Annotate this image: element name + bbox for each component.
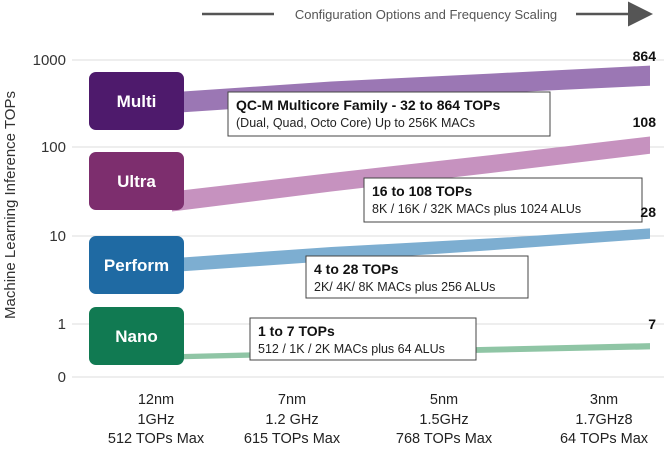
top-label: Configuration Options and Frequency Scal… xyxy=(295,7,557,22)
annotation-box-nano xyxy=(249,317,477,361)
end-value-label: 7 xyxy=(648,316,656,332)
annotation-heading: QC-M Multicore Family - 32 to 864 TOPs xyxy=(236,97,500,113)
series-button-multi xyxy=(89,72,184,130)
x-category-label: 1.7GHz8 xyxy=(575,412,632,428)
annotation-heading: 16 to 108 TOPs xyxy=(372,183,472,199)
series-button-perform xyxy=(89,236,184,294)
x-category-label: 1.2 GHz xyxy=(265,412,318,428)
y-tick-label: 100 xyxy=(41,139,66,156)
x-category-label: 615 TOPs Max xyxy=(244,431,341,447)
annotation-heading: 1 to 7 TOPs xyxy=(258,323,335,339)
y-axis-label: Machine Learning Inference TOPs xyxy=(2,91,19,319)
annotation-box-ultra xyxy=(363,177,643,223)
end-value-label: 864 xyxy=(633,48,657,64)
y-tick-label: 0 xyxy=(58,369,66,386)
y-tick-label: 10 xyxy=(49,228,66,245)
x-category-label: 1.5GHz xyxy=(419,412,468,428)
x-category-label: 5nm xyxy=(430,392,458,408)
series-name-perform: Perform xyxy=(104,256,169,275)
series-name-multi: Multi xyxy=(117,92,157,111)
annotation-box-multi xyxy=(227,91,551,137)
x-category-label: 512 TOPs Max xyxy=(108,431,205,447)
series-buttons: Multi Ultra Perform Nano xyxy=(89,72,184,365)
end-value-label: 28 xyxy=(640,204,656,220)
series-band-perform xyxy=(172,228,650,272)
annotation-detail: 2K/ 4K/ 8K MACs plus 256 ALUs xyxy=(314,280,495,294)
x-category-label: 12nm xyxy=(138,392,174,408)
series-button-ultra xyxy=(89,152,184,210)
series-band-ultra xyxy=(172,136,650,212)
series-name-ultra: Ultra xyxy=(117,172,156,191)
series-end-labels: 864 108 28 7 xyxy=(633,48,657,332)
annotation-heading: 4 to 28 TOPs xyxy=(314,261,399,277)
x-category-label: 1GHz xyxy=(137,412,174,428)
end-value-label: 108 xyxy=(633,114,657,130)
annotation-detail: 8K / 16K / 32K MACs plus 1024 ALUs xyxy=(372,202,581,216)
y-tick-label: 1 xyxy=(58,316,66,333)
series-name-nano: Nano xyxy=(115,327,158,346)
y-tick-label: 1000 xyxy=(33,52,66,69)
annotation-detail: 512 / 1K / 2K MACs plus 64 ALUs xyxy=(258,342,445,356)
x-category-label: 3nm xyxy=(590,392,618,408)
annotation-box-perform xyxy=(305,255,529,299)
x-category-labels: 12nm 1GHz 512 TOPs Max 7nm 1.2 GHz 615 TOPs M… xyxy=(108,392,649,447)
x-category-label: 768 TOPs Max xyxy=(396,431,493,447)
annotation-detail: (Dual, Quad, Octo Core) Up to 256K MACs xyxy=(236,116,475,130)
x-category-label: 64 TOPs Max xyxy=(560,431,649,447)
series-annotations: QC-M Multicore Family - 32 to 864 TOPs (D… xyxy=(227,91,643,361)
series-button-nano xyxy=(89,307,184,365)
x-category-label: 7nm xyxy=(278,392,306,408)
